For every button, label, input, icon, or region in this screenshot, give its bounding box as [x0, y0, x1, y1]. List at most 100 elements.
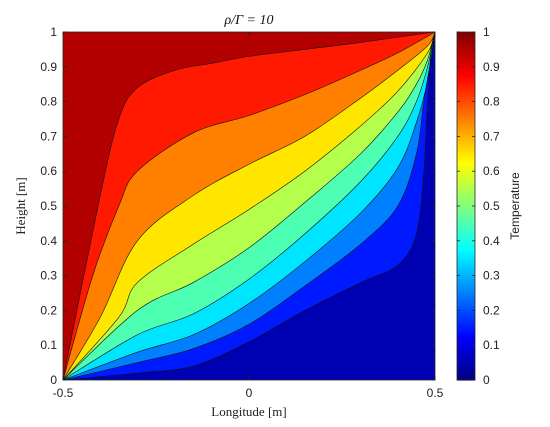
- colorbar-strip: [457, 242, 475, 246]
- colorbar-strip: [457, 245, 475, 249]
- y-tick-label: 0.5: [40, 199, 57, 213]
- colorbar-strip: [457, 164, 475, 168]
- colorbar-strip: [457, 59, 475, 63]
- colorbar-strip: [457, 44, 475, 48]
- colorbar-strip: [457, 260, 475, 264]
- x-tick-label: 0: [246, 386, 253, 400]
- colorbar-strip: [457, 320, 475, 324]
- colorbar-strip: [457, 50, 475, 54]
- colorbar-tick-label: 1: [483, 25, 490, 39]
- colorbar-tick-label: 0.1: [483, 338, 500, 352]
- colorbar-strip: [457, 182, 475, 186]
- colorbar-strip: [457, 131, 475, 135]
- colorbar-strip: [457, 155, 475, 159]
- colorbar-strip: [457, 38, 475, 42]
- colorbar-tick-label: 0.7: [483, 129, 500, 143]
- colorbar-strip: [457, 239, 475, 243]
- colorbar-strip: [457, 95, 475, 99]
- y-tick-label: 0.6: [40, 164, 57, 178]
- colorbar-strip: [457, 233, 475, 237]
- colorbar-strip: [457, 359, 475, 363]
- colorbar-strip: [457, 86, 475, 90]
- colorbar-strip: [457, 374, 475, 378]
- colorbar-strip: [457, 110, 475, 114]
- colorbar-strip: [457, 158, 475, 162]
- colorbar-strip: [457, 353, 475, 357]
- colorbar-strip: [457, 251, 475, 255]
- colorbar-strip: [457, 347, 475, 351]
- colorbar-strip: [457, 266, 475, 270]
- colorbar-strip: [457, 248, 475, 252]
- colorbar-strip: [457, 65, 475, 69]
- colorbar-strip: [457, 287, 475, 291]
- colorbar-strip: [457, 152, 475, 156]
- colorbar-tick-label: 0.5: [483, 199, 500, 213]
- colorbar-strip: [457, 137, 475, 141]
- colorbar-strip: [457, 314, 475, 318]
- contour-line-0.5: [63, 32, 435, 380]
- y-tick-label: 0.2: [40, 303, 57, 317]
- colorbar-strip: [457, 62, 475, 66]
- colorbar-strip: [457, 230, 475, 234]
- contour-line-0.1: [63, 32, 435, 380]
- colorbar-strip: [457, 275, 475, 279]
- colorbar-strip: [457, 92, 475, 96]
- colorbar-strip: [457, 89, 475, 93]
- colorbar-strip: [457, 113, 475, 117]
- colorbar-strip: [457, 71, 475, 75]
- colorbar-strip: [457, 80, 475, 84]
- colorbar-strip: [457, 197, 475, 201]
- colorbar-strip: [457, 167, 475, 171]
- y-axis-title: Height [m]: [13, 177, 28, 234]
- colorbar-strip: [457, 272, 475, 276]
- colorbar-strip: [457, 308, 475, 312]
- colorbar-tick-label: 0.8: [483, 95, 500, 109]
- colorbar-strip: [457, 32, 475, 36]
- colorbar-strip: [457, 341, 475, 345]
- y-tick-label: 0.8: [40, 95, 57, 109]
- colorbar-strip: [457, 74, 475, 78]
- colorbar-strip: [457, 149, 475, 153]
- colorbar-strip: [457, 254, 475, 258]
- colorbar-tick-label: 0.3: [483, 269, 500, 283]
- y-tick-label: 0: [50, 373, 57, 387]
- colorbar-strip: [457, 218, 475, 222]
- x-tick-label: -0.5: [53, 386, 74, 400]
- x-axis-title: Longitude [m]: [211, 404, 286, 419]
- colorbar-strip: [457, 371, 475, 375]
- colorbar-strip: [457, 263, 475, 267]
- colorbar-strip: [457, 128, 475, 132]
- colorbar-strip: [457, 278, 475, 282]
- colorbar-strip: [457, 176, 475, 180]
- colorbar-strip: [457, 35, 475, 39]
- colorbar-strip: [457, 302, 475, 306]
- colorbar-strip: [457, 269, 475, 273]
- contour-plot-area: [63, 32, 435, 380]
- colorbar-strip: [457, 212, 475, 216]
- colorbar-tick-label: 0.2: [483, 303, 500, 317]
- colorbar-strip: [457, 98, 475, 102]
- contour-line-0.7: [63, 32, 435, 380]
- colorbar-tick-label: 0.9: [483, 60, 500, 74]
- colorbar-strip: [457, 83, 475, 87]
- colorbar-strip: [457, 284, 475, 288]
- colorbar-strip: [457, 329, 475, 333]
- colorbar-strip: [457, 185, 475, 189]
- colorbar-strip: [457, 119, 475, 123]
- y-tick-label: 0.3: [40, 269, 57, 283]
- colorbar-strip: [457, 368, 475, 372]
- colorbar-tick-label: 0.6: [483, 164, 500, 178]
- contour-band-9: [63, 32, 435, 380]
- colorbar-strip: [457, 53, 475, 57]
- colorbar-strip: [457, 311, 475, 315]
- colorbar-strip: [457, 257, 475, 261]
- colorbar-strip: [457, 338, 475, 342]
- colorbar-title: Temperature: [508, 172, 522, 240]
- contour-line-0.3: [63, 32, 435, 380]
- colorbar-axis: 0 0.1 0.2 0.3 0.4 0.5 0.6 0.7 0.8 0.9 1: [457, 25, 500, 387]
- colorbar-strip: [457, 356, 475, 360]
- colorbar-strip: [457, 101, 475, 105]
- colorbar-strip: [457, 68, 475, 72]
- colorbar-strip: [457, 47, 475, 51]
